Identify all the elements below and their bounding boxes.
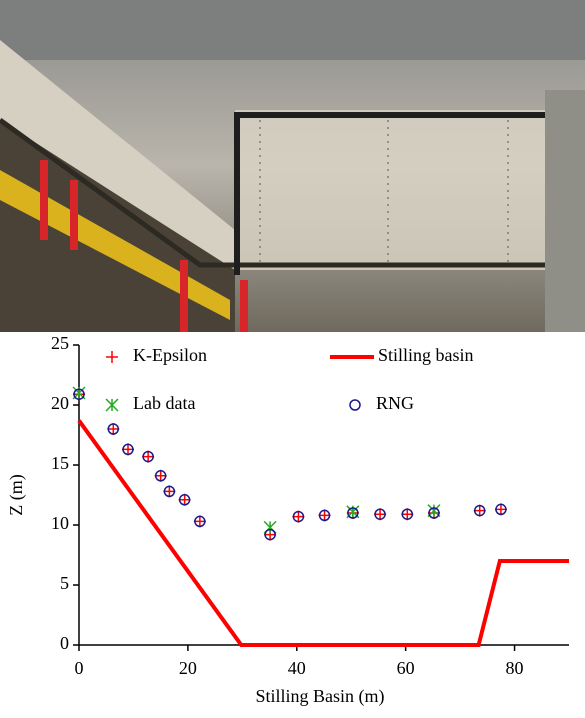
legend-label: RNG [376,393,414,413]
circle-marker [292,510,305,523]
circle-marker [349,399,361,411]
plus-marker [154,469,167,482]
circle-marker [264,528,276,541]
basin-line [77,419,569,647]
plus-marker [107,423,120,435]
x-axis-label: Stilling Basin (m) [255,686,384,707]
circle-marker [347,507,359,519]
x-tick-label: 80 [506,658,524,678]
plus-marker [142,450,155,463]
plus-marker [494,503,507,516]
plus-marker [401,508,414,521]
circle-marker [194,515,206,528]
photo [0,0,585,332]
circle-marker [107,423,120,435]
circle-marker [428,507,440,519]
y-axis-label: Z (m) [6,474,27,515]
circle-marker [142,450,154,463]
circle-marker [318,509,331,522]
legend-label: Stilling basin [378,345,474,365]
plus-marker [122,443,134,456]
plus-marker [473,504,486,517]
circle-marker [401,508,414,520]
legend-label: K-Epsilon [133,345,207,365]
plus-marker [178,493,191,506]
plus-marker [292,510,305,523]
circle-marker [178,494,191,506]
x-tick-label: 60 [397,658,415,678]
circle-marker [374,508,386,520]
y-tick-label: 20 [51,393,69,413]
y-tick-label: 0 [60,633,69,653]
y-tick-label: 25 [51,333,69,353]
x-tick-label: 40 [288,658,306,678]
circle-marker [122,443,134,456]
y-tick-label: 10 [51,513,69,533]
y-tick-label: 5 [60,573,69,593]
plus-marker [163,485,176,498]
star-marker [105,398,119,412]
circle-marker [154,470,167,482]
x-tick-label: 20 [179,658,197,678]
plus-marker [318,509,331,522]
circle-marker [73,388,85,400]
y-tick-label: 15 [51,453,69,473]
plus-marker [374,508,387,521]
circle-marker [163,485,176,498]
circle-marker [495,503,507,516]
circle-marker [473,504,486,517]
x-tick-label: 0 [75,658,84,678]
plus-marker [106,351,118,363]
legend-label: Lab data [133,393,195,413]
plus-marker [193,515,206,528]
